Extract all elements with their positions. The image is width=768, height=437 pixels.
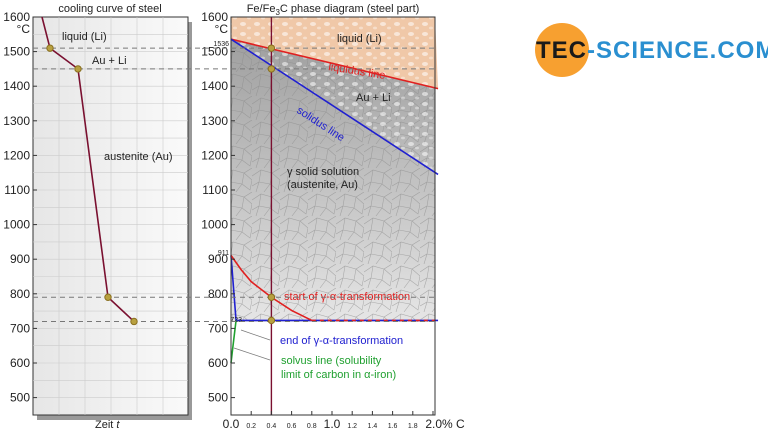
- y-tick-label: 800: [208, 287, 228, 301]
- gamma-alpha-start-curve: [230, 254, 313, 322]
- y-tick-label: 1200: [201, 148, 228, 162]
- x-axis-label: Zeit t: [95, 419, 120, 431]
- x-tick-label: 0.2: [246, 423, 256, 430]
- y-tick-label: 600: [10, 356, 30, 370]
- region-austenite-label: austenite (Au): [104, 151, 172, 163]
- leader-line: [233, 347, 271, 361]
- y-tick-label: 1300: [201, 114, 228, 128]
- y-tick-label: 1500: [3, 45, 30, 59]
- y-tick-label: 1100: [4, 183, 30, 197]
- region-liquid-label: liquid (Li): [337, 33, 382, 45]
- ferrite-region: [231, 322, 435, 415]
- composition-point: [267, 316, 276, 325]
- solid-solution-label-2: (austenite, Au): [287, 179, 358, 191]
- liquidus-line: [230, 38, 439, 90]
- y-tick-label: 1600: [3, 10, 30, 24]
- region-liquid-label: liquid (Li): [62, 31, 107, 43]
- y-tick-label: 1400: [201, 79, 228, 93]
- x-tick-label: 1.6: [388, 423, 398, 430]
- y-tick-label: 1400: [3, 79, 30, 93]
- chart-title: Fe/Fe3C phase diagram (steel part): [247, 3, 420, 17]
- y-tick-label: 700: [10, 321, 30, 335]
- composition-point: [267, 293, 276, 301]
- tec-science-logo: TEC-SCIENCE.COM: [535, 23, 768, 77]
- y-tick-label: 1500: [201, 45, 228, 59]
- label-911: 911: [218, 250, 229, 257]
- solvus-line: [230, 320, 237, 364]
- y-tick-label: 1200: [3, 148, 30, 162]
- unit-label: °C: [215, 22, 229, 36]
- y-tick-label: 1100: [202, 183, 228, 197]
- y-tick-label: 1300: [3, 114, 30, 128]
- leader-line: [240, 329, 271, 341]
- cooling-curve-chart: cooling curve of steel °C liquid (Li) Au…: [3, 3, 192, 431]
- solidus-line: [230, 38, 439, 176]
- start-transformation-label: start of γ-α-transformation: [284, 291, 410, 303]
- y-tick-label: 700: [208, 321, 228, 335]
- y-tick-label: 500: [10, 391, 30, 405]
- x-tick-label: 1.2: [347, 423, 357, 430]
- x-tick-label: 1.0: [324, 417, 341, 431]
- liquid-texture: [231, 17, 439, 175]
- y-tick-label: 500: [208, 391, 228, 405]
- logo-text: TEC-SCIENCE.COM: [536, 37, 768, 64]
- region-two-phase-label: Au + Li: [92, 55, 127, 67]
- phase-diagram-chart: Fe/Fe3C phase diagram (steel part) °C 15…: [201, 3, 465, 431]
- y-tick-label: 1000: [201, 218, 228, 232]
- x-tick-label: 0.0: [223, 417, 240, 431]
- plot-frame: [230, 16, 436, 416]
- y-tick-label: 600: [208, 356, 228, 370]
- x-tick-label: 1.8: [408, 423, 418, 430]
- y-tick-label: 900: [10, 252, 30, 266]
- label-1536: 1536: [213, 41, 229, 48]
- x-tick-label: 1.4: [368, 423, 378, 430]
- solid-solution-label: γ solid solution: [287, 166, 359, 178]
- logo-circle: [535, 23, 589, 77]
- cooling-curve-point: [104, 293, 112, 301]
- unit-label: °C: [17, 22, 31, 36]
- y-tick-label: 800: [10, 287, 30, 301]
- y-tick-label: 900: [208, 252, 228, 266]
- region-two-phase-label: Au + Li: [356, 92, 391, 104]
- y-tick-label: 1000: [3, 218, 30, 232]
- plot-area: [32, 16, 189, 416]
- cooling-curve-point: [74, 65, 82, 73]
- solvus-line-label-2: limit of carbon in α-iron): [281, 369, 396, 381]
- composition-point: [267, 44, 276, 52]
- end-transformation-label: end of γ-α-transformation: [280, 335, 403, 347]
- composition-point: [267, 65, 276, 73]
- x-tick-label: 2.0% C: [425, 417, 465, 431]
- x-tick-label: 0.4: [267, 423, 277, 430]
- cooling-curve-point: [46, 44, 54, 52]
- x-tick-label: 0.6: [287, 423, 297, 430]
- label-723: 723: [230, 317, 242, 324]
- solvus-line-label: solvus line (solubility: [281, 355, 382, 367]
- cooling-curve-point: [130, 317, 138, 326]
- chart-title: cooling curve of steel: [58, 3, 161, 15]
- y-tick-label: 1600: [201, 10, 228, 24]
- x-tick-label: 0.8: [307, 423, 317, 430]
